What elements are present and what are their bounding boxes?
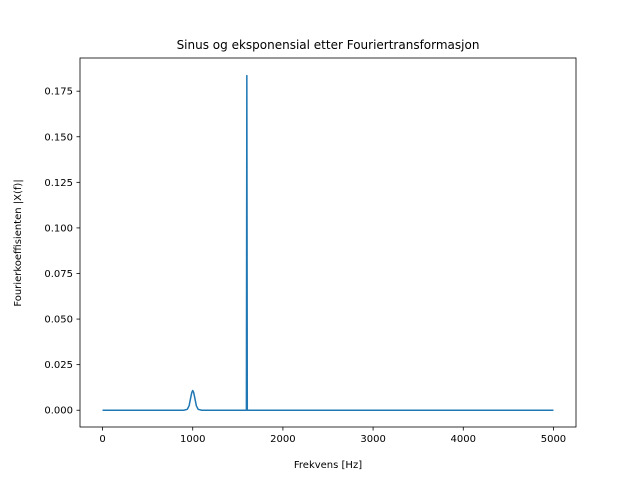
series-line-0 — [102, 74, 554, 411]
plot-area — [102, 74, 554, 411]
x-tick-label: 0 — [99, 434, 105, 445]
y-axis-label: Fourierkoeffisienten |X(f)| — [13, 179, 24, 306]
y-tick-label: 0.150 — [44, 132, 73, 143]
y-tick-label: 0.000 — [44, 406, 73, 417]
y-tick-label: 0.075 — [44, 269, 73, 280]
x-tick-label: 4000 — [451, 434, 476, 445]
y-tick-label: 0.125 — [44, 178, 73, 189]
y-tick-label: 0.100 — [44, 223, 73, 234]
ticks-layer: 0 1000 2000 3000 4000 5000 0.000 0.025 0.050 0.07… — [44, 87, 566, 445]
axes-frame — [79, 57, 577, 428]
y-tick-label: 0.050 — [44, 315, 73, 326]
x-axis-label: Frekvens [Hz] — [294, 460, 362, 471]
x-tick-label: 2000 — [270, 434, 295, 445]
x-tick-label: 3000 — [360, 434, 385, 445]
x-tick-label: 5000 — [541, 434, 566, 445]
x-tick-label: 1000 — [180, 434, 205, 445]
y-tick-label: 0.175 — [44, 87, 73, 98]
y-tick-label: 0.025 — [44, 360, 73, 371]
chart-title: Sinus og eksponensial etter Fouriertrans… — [177, 38, 480, 52]
